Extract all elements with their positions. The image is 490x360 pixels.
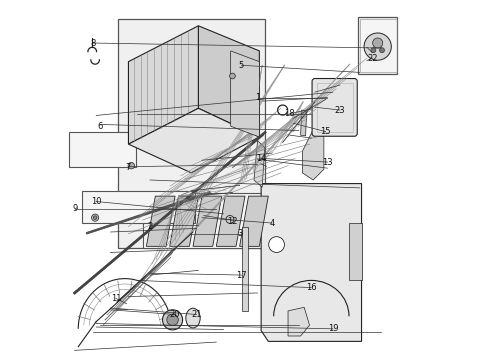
Circle shape xyxy=(92,214,98,221)
Polygon shape xyxy=(300,110,307,136)
Polygon shape xyxy=(128,26,198,144)
Polygon shape xyxy=(198,26,259,137)
Circle shape xyxy=(226,216,234,224)
Text: 6: 6 xyxy=(97,122,102,131)
Circle shape xyxy=(163,310,183,330)
Bar xyxy=(360,19,397,72)
Circle shape xyxy=(230,73,235,79)
Polygon shape xyxy=(254,140,265,187)
Circle shape xyxy=(379,48,385,53)
Text: 1: 1 xyxy=(255,93,260,102)
Polygon shape xyxy=(302,130,324,180)
Text: 14: 14 xyxy=(256,154,267,163)
Text: 16: 16 xyxy=(306,283,317,292)
Text: 22: 22 xyxy=(367,54,378,63)
Text: 15: 15 xyxy=(320,127,331,136)
Text: 2: 2 xyxy=(147,222,152,231)
Circle shape xyxy=(269,237,285,252)
Bar xyxy=(358,17,397,74)
Circle shape xyxy=(128,162,135,169)
Polygon shape xyxy=(349,223,362,280)
Ellipse shape xyxy=(186,308,200,328)
Text: 19: 19 xyxy=(328,324,338,333)
Polygon shape xyxy=(240,196,269,246)
Text: 4: 4 xyxy=(270,219,274,228)
Text: 10: 10 xyxy=(91,197,101,206)
Text: 18: 18 xyxy=(285,109,295,118)
Text: 3: 3 xyxy=(237,229,243,238)
Bar xyxy=(82,191,195,223)
Polygon shape xyxy=(231,51,259,137)
Text: 12: 12 xyxy=(227,217,238,226)
Circle shape xyxy=(364,33,392,60)
Circle shape xyxy=(167,314,178,325)
Bar xyxy=(317,83,353,132)
Text: 11: 11 xyxy=(111,294,121,303)
Text: 13: 13 xyxy=(322,158,333,167)
Text: 23: 23 xyxy=(335,105,345,114)
Circle shape xyxy=(373,38,383,48)
Polygon shape xyxy=(193,196,221,246)
FancyBboxPatch shape xyxy=(312,78,357,136)
Polygon shape xyxy=(128,108,259,173)
Bar xyxy=(118,19,265,248)
Text: 17: 17 xyxy=(236,270,247,279)
Bar xyxy=(69,132,136,167)
Text: 21: 21 xyxy=(191,310,202,319)
Polygon shape xyxy=(170,196,198,246)
Polygon shape xyxy=(242,226,248,311)
Text: 9: 9 xyxy=(72,204,77,213)
Circle shape xyxy=(93,216,97,220)
Text: 20: 20 xyxy=(170,310,180,319)
Text: 8: 8 xyxy=(90,39,95,48)
Text: 5: 5 xyxy=(239,61,244,70)
Polygon shape xyxy=(261,184,362,341)
Polygon shape xyxy=(147,196,175,246)
Text: 7: 7 xyxy=(126,163,131,172)
Polygon shape xyxy=(216,196,245,246)
Bar xyxy=(143,193,275,248)
Polygon shape xyxy=(288,307,310,336)
Circle shape xyxy=(371,48,376,53)
